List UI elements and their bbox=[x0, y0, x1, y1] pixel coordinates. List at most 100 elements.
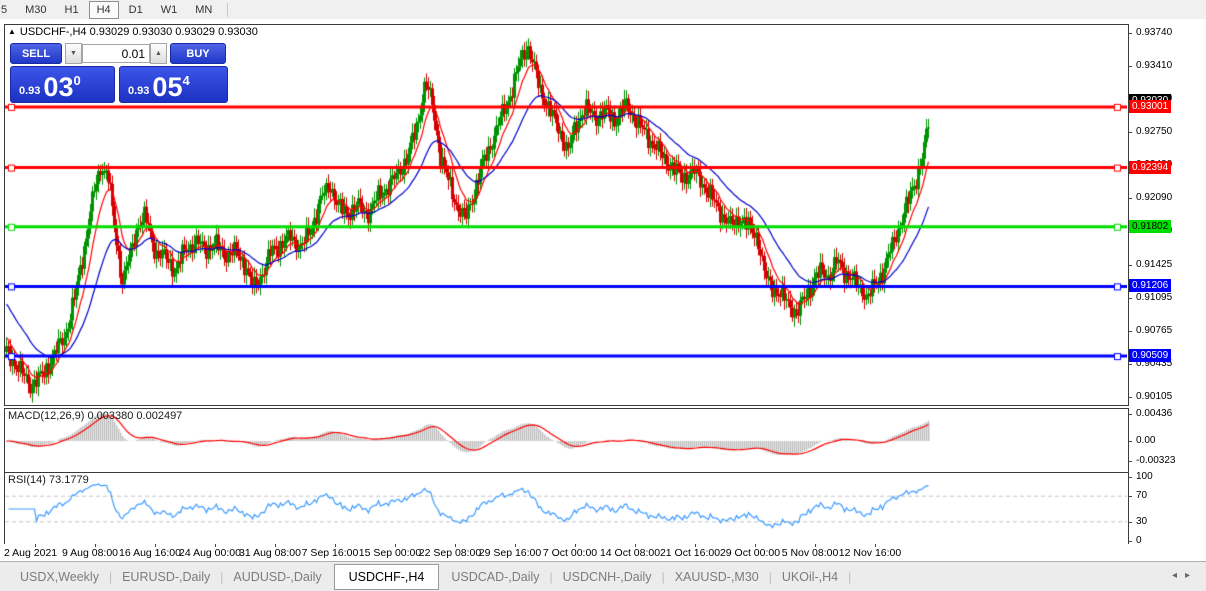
macd-canvas[interactable] bbox=[5, 409, 1127, 470]
level-axis-label[interactable]: 0.91206 bbox=[1129, 279, 1172, 293]
time-axis-tick bbox=[515, 544, 516, 547]
time-axis-tick bbox=[695, 544, 696, 547]
chart-window: ▲ USDCHF-,H4 0.93029 0.93030 0.93029 0.93… bbox=[0, 19, 1206, 561]
quote-values: 0.93029 0.93030 0.93029 0.93030 bbox=[89, 26, 258, 38]
chart-tab-eurusd-daily[interactable]: EURUSD-,Daily bbox=[122, 569, 211, 584]
chart-tab-xauusd-m30[interactable]: XAUUSD-,M30 bbox=[674, 569, 759, 584]
rsi-axis-tick: 0 bbox=[1128, 535, 1203, 546]
tab-scroll-arrows[interactable]: ◂▸ bbox=[1172, 570, 1198, 581]
time-axis-tick bbox=[35, 544, 36, 547]
macd-axis-tick: -0.00323 bbox=[1128, 455, 1203, 466]
time-axis-label: 29 Sep 16:00 bbox=[478, 547, 542, 559]
timeframe-button-w1[interactable]: W1 bbox=[160, 3, 178, 16]
price-axis-tick: 0.93740 bbox=[1128, 27, 1203, 38]
rsi-axis-tick: 70 bbox=[1128, 490, 1203, 501]
time-axis-label: 14 Oct 08:00 bbox=[599, 547, 661, 559]
volume-input[interactable] bbox=[82, 44, 150, 63]
tab-separator: | bbox=[549, 569, 553, 584]
time-axis-label: 29 Oct 00:00 bbox=[719, 547, 781, 559]
price-axis-tick: 0.90765 bbox=[1128, 325, 1203, 336]
timeframe-button-mn[interactable]: MN bbox=[195, 3, 213, 16]
level-axis-label[interactable]: 0.92394 bbox=[1129, 160, 1172, 174]
volume-decrease-button[interactable]: ▼ bbox=[65, 43, 82, 64]
time-axis-label: 31 Aug 08:00 bbox=[239, 547, 301, 559]
time-axis-tick bbox=[215, 544, 216, 547]
chart-tab-audusd-daily[interactable]: AUDUSD-,Daily bbox=[233, 569, 322, 584]
chart-tab-usdcnh-daily[interactable]: USDCNH-,Daily bbox=[562, 569, 652, 584]
price-axis-tick: 0.92090 bbox=[1128, 192, 1203, 203]
collapse-arrow-icon[interactable]: ▲ bbox=[8, 27, 16, 36]
sell-price-panel[interactable]: 0.93 03 0 bbox=[10, 66, 115, 103]
timeframe-toolbar: 5 M30 H1 H4 D1 W1 MN bbox=[0, 0, 1206, 20]
timeframe-button-m30[interactable]: M30 bbox=[25, 3, 47, 16]
sell-price-base: 0.93 bbox=[19, 85, 41, 97]
timeframe-button-h4[interactable]: H4 bbox=[88, 0, 119, 19]
time-axis-label: 15 Sep 00:00 bbox=[358, 547, 422, 559]
rsi-axis-tick: 100 bbox=[1128, 471, 1203, 482]
timeframe-button-5[interactable]: 5 bbox=[1, 3, 8, 16]
level-axis-label[interactable]: 0.93001 bbox=[1129, 99, 1172, 113]
rsi-value: 73.1779 bbox=[48, 474, 89, 486]
sell-button[interactable]: SELL bbox=[10, 43, 62, 64]
one-click-trading-widget: SELL ▼ ▲ BUY 0.93 03 0 0.93 05 4 bbox=[10, 43, 228, 103]
time-axis-label: 12 Nov 16:00 bbox=[838, 547, 902, 559]
price-axis-tick: 0.91425 bbox=[1128, 259, 1203, 270]
price-axis-tick: 0.91095 bbox=[1128, 292, 1203, 303]
tab-scroll-right-icon: ▸ bbox=[1184, 570, 1198, 581]
tab-separator: | bbox=[220, 569, 224, 584]
sell-price-pips: 03 bbox=[43, 72, 74, 102]
time-axis-tick bbox=[275, 544, 276, 547]
time-axis-tick bbox=[155, 544, 156, 547]
chart-tab-usdchf-h4[interactable]: USDCHF-,H4 bbox=[333, 563, 440, 590]
time-axis-tick bbox=[755, 544, 756, 547]
time-axis-tick bbox=[395, 544, 396, 547]
time-axis-label: 5 Nov 08:00 bbox=[781, 547, 839, 559]
tab-separator: | bbox=[848, 569, 852, 584]
timeframe-button-d1[interactable]: D1 bbox=[128, 3, 143, 16]
macd-axis-tick: 0.00436 bbox=[1128, 408, 1203, 419]
macd-axis-tick: 0.00 bbox=[1128, 435, 1203, 446]
time-axis-label: 2 Aug 2021 bbox=[4, 547, 58, 559]
time-axis-tick bbox=[575, 544, 576, 547]
time-axis-tick bbox=[95, 544, 96, 547]
time-axis-label: 16 Aug 16:00 bbox=[119, 547, 181, 559]
buy-price-point: 4 bbox=[182, 73, 190, 88]
symbol-period-label: USDCHF-,H4 bbox=[19, 26, 87, 38]
sell-price-point: 0 bbox=[73, 73, 81, 88]
rsi-canvas[interactable] bbox=[5, 473, 1127, 544]
time-axis-label: 7 Sep 16:00 bbox=[301, 547, 359, 559]
timeframe-button-h1[interactable]: H1 bbox=[64, 3, 79, 16]
time-axis-tick bbox=[875, 544, 876, 547]
chart-tab-usdcad-daily[interactable]: USDCAD-,Daily bbox=[451, 569, 540, 584]
price-axis-tick: 0.90435 bbox=[1128, 358, 1203, 369]
buy-price-pips: 05 bbox=[152, 72, 183, 102]
buy-price-panel[interactable]: 0.93 05 4 bbox=[119, 66, 228, 103]
time-axis-tick bbox=[815, 544, 816, 547]
rsi-axis-tick: 30 bbox=[1128, 516, 1203, 527]
level-axis-label[interactable]: 0.90509 bbox=[1129, 349, 1172, 363]
time-axis-label: 7 Oct 00:00 bbox=[542, 547, 598, 559]
time-axis-tick bbox=[455, 544, 456, 547]
volume-increase-button[interactable]: ▲ bbox=[150, 43, 167, 64]
price-axis-tick: 0.92750 bbox=[1128, 126, 1203, 137]
tab-separator: | bbox=[108, 569, 113, 584]
toolbar-separator bbox=[227, 2, 229, 17]
buy-price-base: 0.93 bbox=[128, 85, 150, 97]
buy-button[interactable]: BUY bbox=[170, 43, 226, 64]
chart-tab-ukoil-h4[interactable]: UKOil-,H4 bbox=[781, 569, 839, 584]
time-axis-label: 22 Sep 08:00 bbox=[418, 547, 482, 559]
tab-separator: | bbox=[661, 569, 665, 584]
chart-title: ▲ USDCHF-,H4 0.93029 0.93030 0.93029 0.93… bbox=[8, 26, 258, 38]
tab-separator: | bbox=[768, 569, 772, 584]
level-axis-label[interactable]: 0.91802 bbox=[1129, 219, 1172, 233]
tab-scroll-left-icon: ◂ bbox=[1171, 570, 1185, 581]
macd-label: MACD(12,26,9) 0.003380 0.002497 bbox=[8, 410, 183, 422]
chart-tab-bar: USDX,Weekly | EURUSD-,Daily | AUDUSD-,Daily U… bbox=[0, 561, 1206, 591]
chart-tab-usdx-weekly[interactable]: USDX,Weekly bbox=[20, 569, 99, 584]
price-axis-tick: 0.90105 bbox=[1128, 391, 1203, 402]
price-axis-tick: 0.93410 bbox=[1128, 60, 1203, 71]
time-axis-label: 24 Aug 00:00 bbox=[179, 547, 241, 559]
time-axis-tick bbox=[635, 544, 636, 547]
time-axis[interactable]: 2 Aug 2021 9 Aug 08:00 16 Aug 16:00 24 Aug … bbox=[0, 544, 1206, 561]
